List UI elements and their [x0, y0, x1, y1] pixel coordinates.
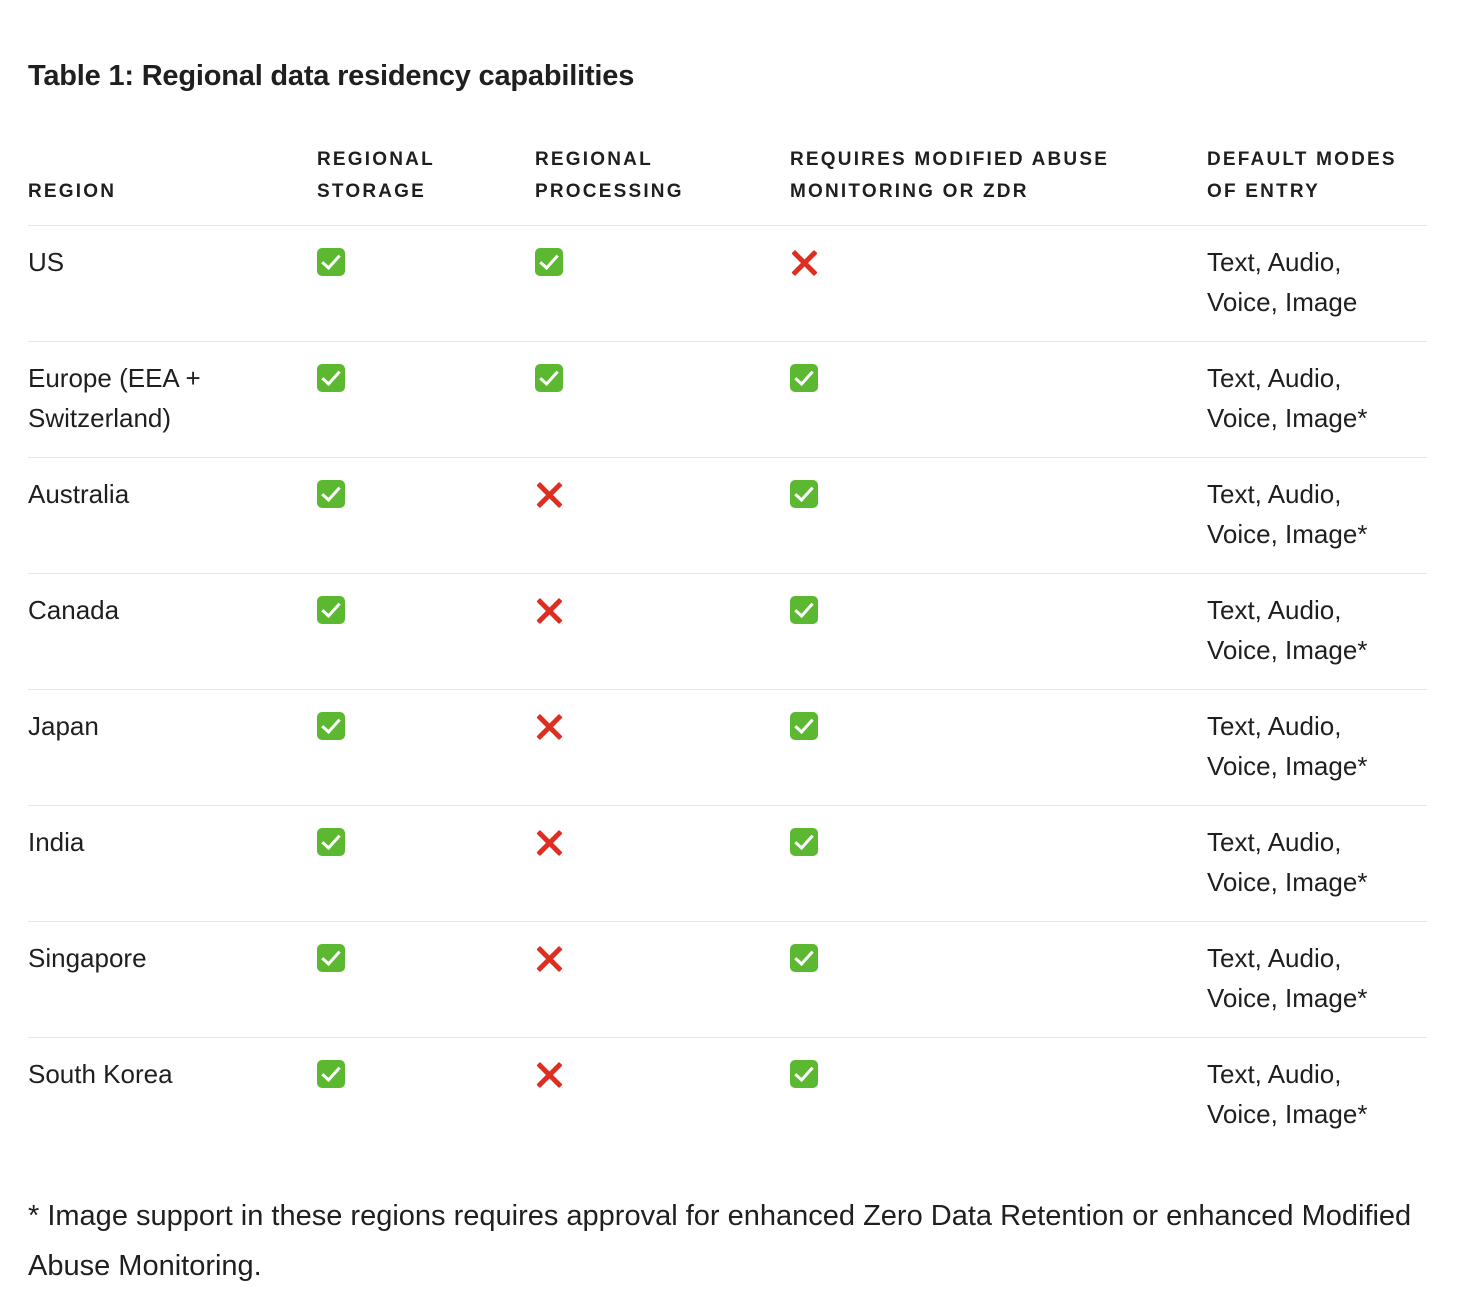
check-icon: [535, 364, 563, 392]
check-icon: [535, 248, 563, 276]
requires-mam-zdr-cell: [790, 573, 1207, 690]
table-row: Japan Text, Audio, Voice, Image*: [28, 689, 1427, 806]
header-row: REGION REGIONAL STORAGE REGIONAL PROCESS…: [28, 144, 1427, 226]
cross-icon: [535, 944, 563, 972]
modes-text: Text, Audio, Voice, Image*: [1207, 363, 1368, 433]
table-row: Singapore Text, Audio, Voice, Image*: [28, 921, 1427, 1038]
modes-cell: Text, Audio, Voice, Image*: [1207, 921, 1427, 1038]
check-icon: [317, 364, 345, 392]
modes-cell: Text, Audio, Voice, Image*: [1207, 689, 1427, 806]
footnote: * Image support in these regions require…: [28, 1200, 1412, 1282]
cross-icon: [535, 1060, 563, 1088]
header-region: REGION: [28, 144, 317, 226]
table-row: India Text, Audio, Voice, Image*: [28, 805, 1427, 922]
modes-cell: Text, Audio, Voice, Image*: [1207, 1038, 1427, 1154]
requires-mam-zdr-cell: [790, 341, 1207, 458]
header-regional-storage: REGIONAL STORAGE: [317, 144, 535, 226]
requires-mam-zdr-cell: [790, 921, 1207, 1038]
modes-cell: Text, Audio, Voice, Image*: [1207, 341, 1427, 458]
modes-text: Text, Audio, Voice, Image: [1207, 247, 1358, 317]
cross-icon: [535, 480, 563, 508]
region-cell: Australia: [28, 457, 317, 574]
processing-cell: [535, 689, 790, 806]
table-row: Europe (EEA + Switzerland) Text, Audio, V…: [28, 341, 1427, 458]
region-cell: Singapore: [28, 921, 317, 1038]
modes-cell: Text, Audio, Voice, Image*: [1207, 457, 1427, 574]
storage-cell: [317, 225, 535, 342]
modes-cell: Text, Audio, Voice, Image*: [1207, 573, 1427, 690]
modes-text: Text, Audio, Voice, Image*: [1207, 827, 1368, 897]
storage-cell: [317, 805, 535, 922]
table-title: Table 1: Regional data residency capabil…: [28, 60, 635, 92]
processing-cell: [535, 457, 790, 574]
cross-icon: [535, 712, 563, 740]
check-icon: [790, 944, 818, 972]
requires-mam-zdr-cell: [790, 689, 1207, 806]
header-default-modes: DEFAULT MODES OF ENTRY: [1207, 144, 1427, 226]
storage-cell: [317, 341, 535, 458]
check-icon: [790, 596, 818, 624]
check-icon: [790, 1060, 818, 1088]
storage-cell: [317, 573, 535, 690]
processing-cell: [535, 573, 790, 690]
region-cell: India: [28, 805, 317, 922]
cross-icon: [535, 828, 563, 856]
table-body: US Text, Audio, Voice, Image Europe (EEA +…: [28, 225, 1427, 1154]
check-icon: [790, 364, 818, 392]
processing-cell: [535, 225, 790, 342]
cross-icon: [790, 248, 818, 276]
storage-cell: [317, 921, 535, 1038]
modes-text: Text, Audio, Voice, Image*: [1207, 479, 1368, 549]
region-cell: South Korea: [28, 1059, 173, 1089]
requires-mam-zdr-cell: [790, 1038, 1207, 1154]
processing-cell: [535, 1038, 790, 1154]
storage-cell: [317, 689, 535, 806]
region-cell: Japan: [28, 689, 317, 806]
modes-text: Text, Audio, Voice, Image*: [1207, 711, 1368, 781]
table-row: US Text, Audio, Voice, Image: [28, 225, 1427, 342]
modes-text: Text, Audio, Voice, Image*: [1207, 1059, 1368, 1129]
cross-icon: [535, 596, 563, 624]
check-icon: [317, 596, 345, 624]
check-icon: [790, 712, 818, 740]
storage-cell: [317, 457, 535, 574]
check-icon: [790, 828, 818, 856]
table-row: Canada Text, Audio, Voice, Image*: [28, 573, 1427, 690]
check-icon: [317, 712, 345, 740]
table-row: Australia Text, Audio, Voice, Image*: [28, 457, 1427, 574]
region-cell: US: [28, 225, 317, 342]
modes-cell: Text, Audio, Voice, Image*: [1207, 805, 1427, 922]
header-regional-processing: REGIONAL PROCESSING: [535, 144, 790, 226]
check-icon: [317, 480, 345, 508]
modes-cell: Text, Audio, Voice, Image: [1207, 225, 1427, 342]
check-icon: [317, 944, 345, 972]
check-icon: [317, 248, 345, 276]
modes-text: Text, Audio, Voice, Image*: [1207, 943, 1368, 1013]
requires-mam-zdr-cell: [790, 457, 1207, 574]
requires-mam-zdr-cell: [790, 225, 1207, 342]
requires-mam-zdr-cell: [790, 805, 1207, 922]
check-icon: [317, 1060, 345, 1088]
storage-cell: [317, 1038, 535, 1154]
processing-cell: [535, 805, 790, 922]
modes-text: Text, Audio, Voice, Image*: [1207, 595, 1368, 665]
header-requires-mam-zdr: REQUIRES MODIFIED ABUSE MONITORING OR ZD…: [790, 144, 1207, 226]
table-row: South Korea Text, Audio, Voice, Image*: [28, 1038, 1427, 1154]
residency-table: REGION REGIONAL STORAGE REGIONAL PROCESS…: [28, 144, 1427, 1153]
processing-cell: [535, 341, 790, 458]
check-icon: [790, 480, 818, 508]
region-cell: Europe (EEA + Switzerland): [28, 341, 317, 458]
processing-cell: [535, 921, 790, 1038]
region-cell: Canada: [28, 573, 317, 690]
check-icon: [317, 828, 345, 856]
